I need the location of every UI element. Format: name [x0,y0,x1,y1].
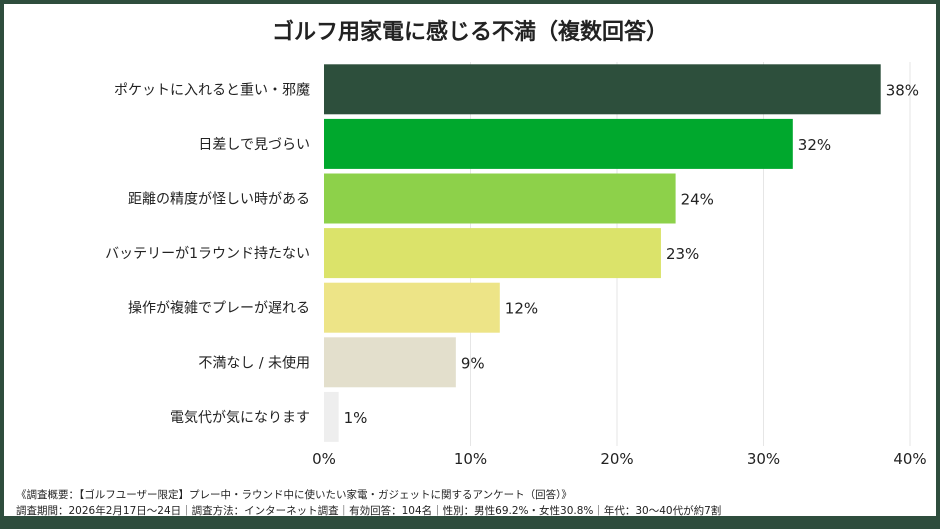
x-tick-label: 20% [600,450,633,468]
data-label: 12% [505,300,538,318]
data-label: 32% [798,136,831,154]
bar [324,173,676,224]
bar [324,228,661,279]
data-label: 24% [681,191,714,209]
footer-survey-title: 《調査概要：【ゴルフユーザー限定】プレー中・ラウンド中に使いたい家電・ガジェット… [16,489,572,501]
category-label: ポケットに入れると重い・邪魔 [114,82,310,98]
x-tick-label: 10% [454,450,487,468]
bar [324,391,339,442]
data-label: 23% [666,245,699,263]
bar [324,337,456,388]
bar [324,64,881,115]
chart-frame: ゴルフ用家電に感じる不満（複数回答） 0% 10% 20% 30% 40% ポケットに入れ… [4,4,936,517]
category-label: 不満なし / 未使用 [198,354,310,371]
category-label: 操作が複雑でプレーが遅れる [128,300,310,317]
category-label: バッテリーが1ラウンド持たない [105,246,310,262]
category-label: 電気代が気になります [170,410,310,426]
chart-title: ゴルフ用家電に感じる不満（複数回答） [271,20,668,45]
data-label: 38% [886,81,919,99]
bar [324,282,500,333]
x-tick-label: 0% [312,450,336,468]
x-tick-label: 30% [747,450,780,468]
data-label: 1% [344,409,368,427]
category-label: 距離の精度が怪しい時がある [128,191,310,208]
category-label: 日差しで見づらい [198,137,310,153]
bar [324,118,793,169]
footer-survey-details: 調査期間：2026年2月17日〜24日｜調査方法：インターネット調査｜有効回答：… [16,505,722,517]
bar-chart: 0% 10% 20% 30% 40% ポケットに入れると重い・邪魔 38% 日差しで見づらい 3… [105,62,927,468]
x-tick-label: 40% [893,450,926,468]
data-label: 9% [461,354,485,372]
